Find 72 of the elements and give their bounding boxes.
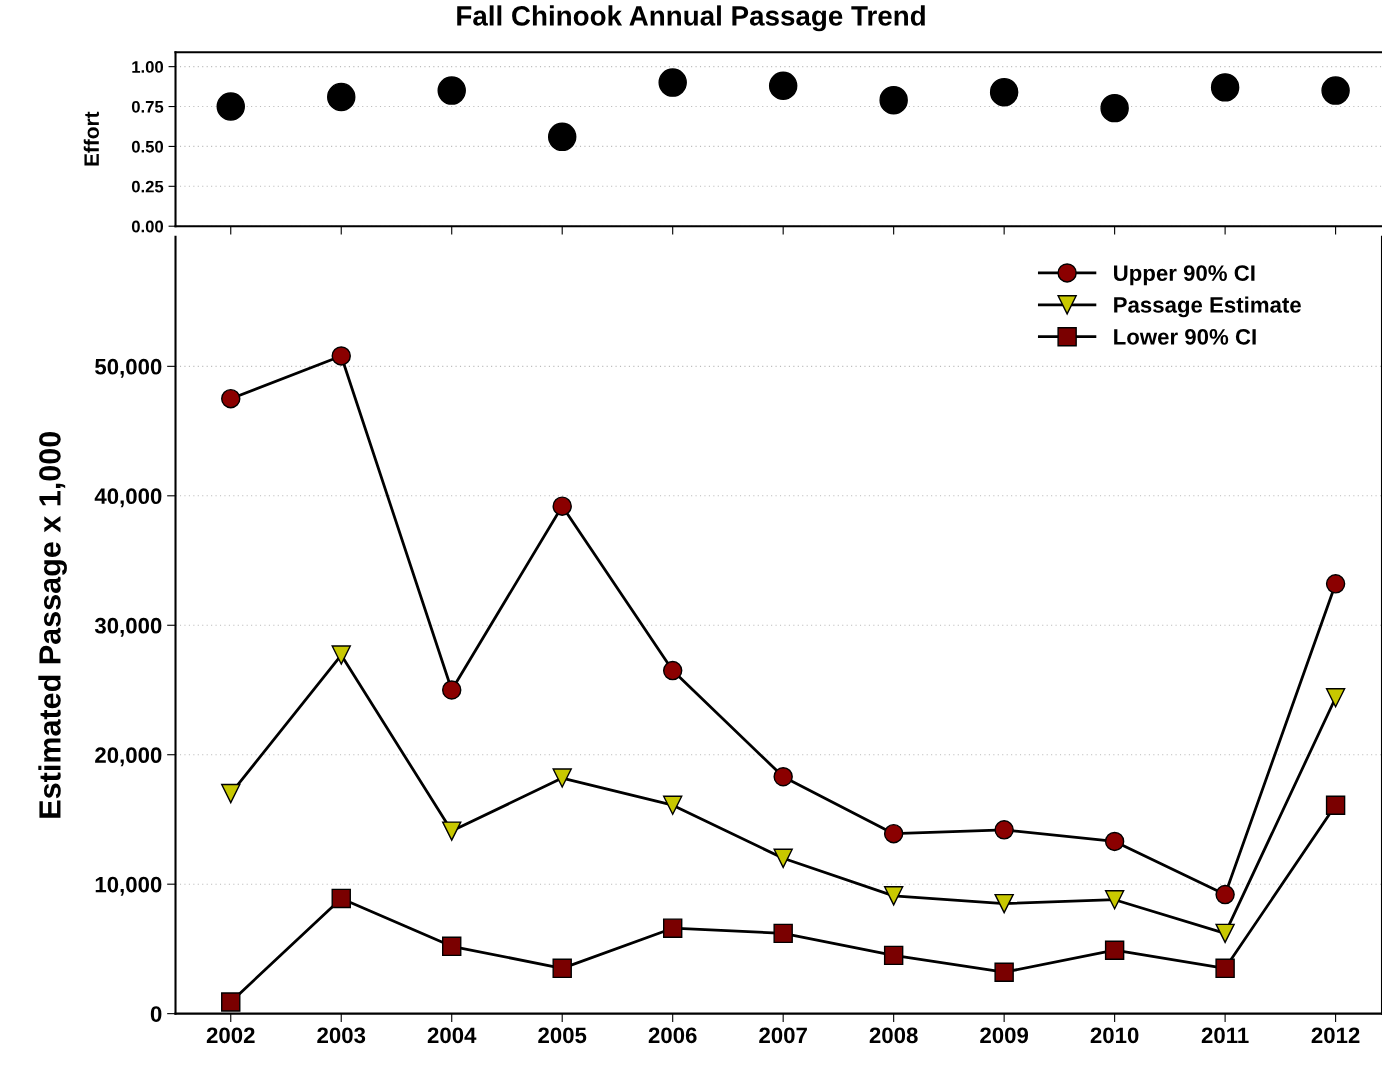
point [327,82,356,112]
x-tick-label: 2005 [538,1027,587,1044]
point [879,85,908,115]
point [442,680,462,700]
x-tick-label: 2004 [427,1027,477,1044]
legend-label: Upper 90% CI [1114,265,1255,286]
point [883,945,904,966]
point [989,77,1019,107]
point [773,767,793,787]
point [1210,73,1240,102]
point [437,76,466,105]
point [1215,958,1235,979]
point [1104,889,1125,910]
point [662,918,683,938]
y-tick-label: 50,000 [95,358,162,378]
x-tick-label: 2003 [317,1027,366,1044]
chart-title: Fall Chinook Annual Passage Trend [457,5,925,32]
x-tick-label: 2007 [759,1027,807,1044]
x-tick-label: 2002 [206,1027,255,1044]
point [883,886,904,906]
y-tick-label: 20,000 [95,747,162,767]
x-tick-label: 2010 [1090,1027,1139,1044]
point [1104,940,1125,960]
point [994,962,1014,982]
point [1100,93,1129,123]
point [1215,923,1235,944]
point [883,823,904,844]
x-tick-label: 2006 [648,1027,697,1044]
point [773,923,793,944]
y-axis-title: Effort [83,111,100,166]
point [1215,884,1235,905]
y-tick-label: 0 [150,1006,162,1022]
point [1104,831,1125,852]
point [442,936,462,957]
y-tick-label: 0.50 [131,140,164,153]
legend-label: Passage Estimate [1114,296,1301,318]
x-tick-label: 2011 [1201,1027,1249,1044]
point [773,848,793,869]
y-tick-label: 0.75 [131,100,164,113]
point [768,71,798,101]
point [1321,76,1350,105]
y-tick-label: 40,000 [94,488,162,508]
point [331,645,351,665]
point [216,92,245,121]
point [662,660,683,681]
point [331,888,351,909]
point [1325,574,1346,594]
point [552,768,572,788]
point [552,958,572,979]
point [994,820,1014,840]
point [442,821,462,841]
point [221,783,241,804]
x-tick-label: 2009 [980,1027,1029,1044]
point [221,992,241,1012]
point [331,346,351,366]
point [658,68,687,97]
x-tick-label: 2012 [1311,1027,1360,1044]
legend-label: Lower 90% CI [1114,328,1256,345]
point [662,795,683,815]
x-tick-label: 2008 [869,1027,918,1044]
y-tick-label: 0.25 [131,180,164,193]
point [1325,795,1346,815]
point [1325,688,1346,708]
y-tick-label: 30,000 [94,617,162,637]
y-tick-label: 0.00 [131,220,164,233]
y-tick-label: 10,000 [95,876,162,896]
point [552,496,572,516]
point [547,122,577,152]
point [994,893,1014,914]
y-axis-title: Estimated Passage x 1,000 [38,432,67,818]
y-tick-label: 1.00 [132,61,164,73]
point [221,388,241,409]
